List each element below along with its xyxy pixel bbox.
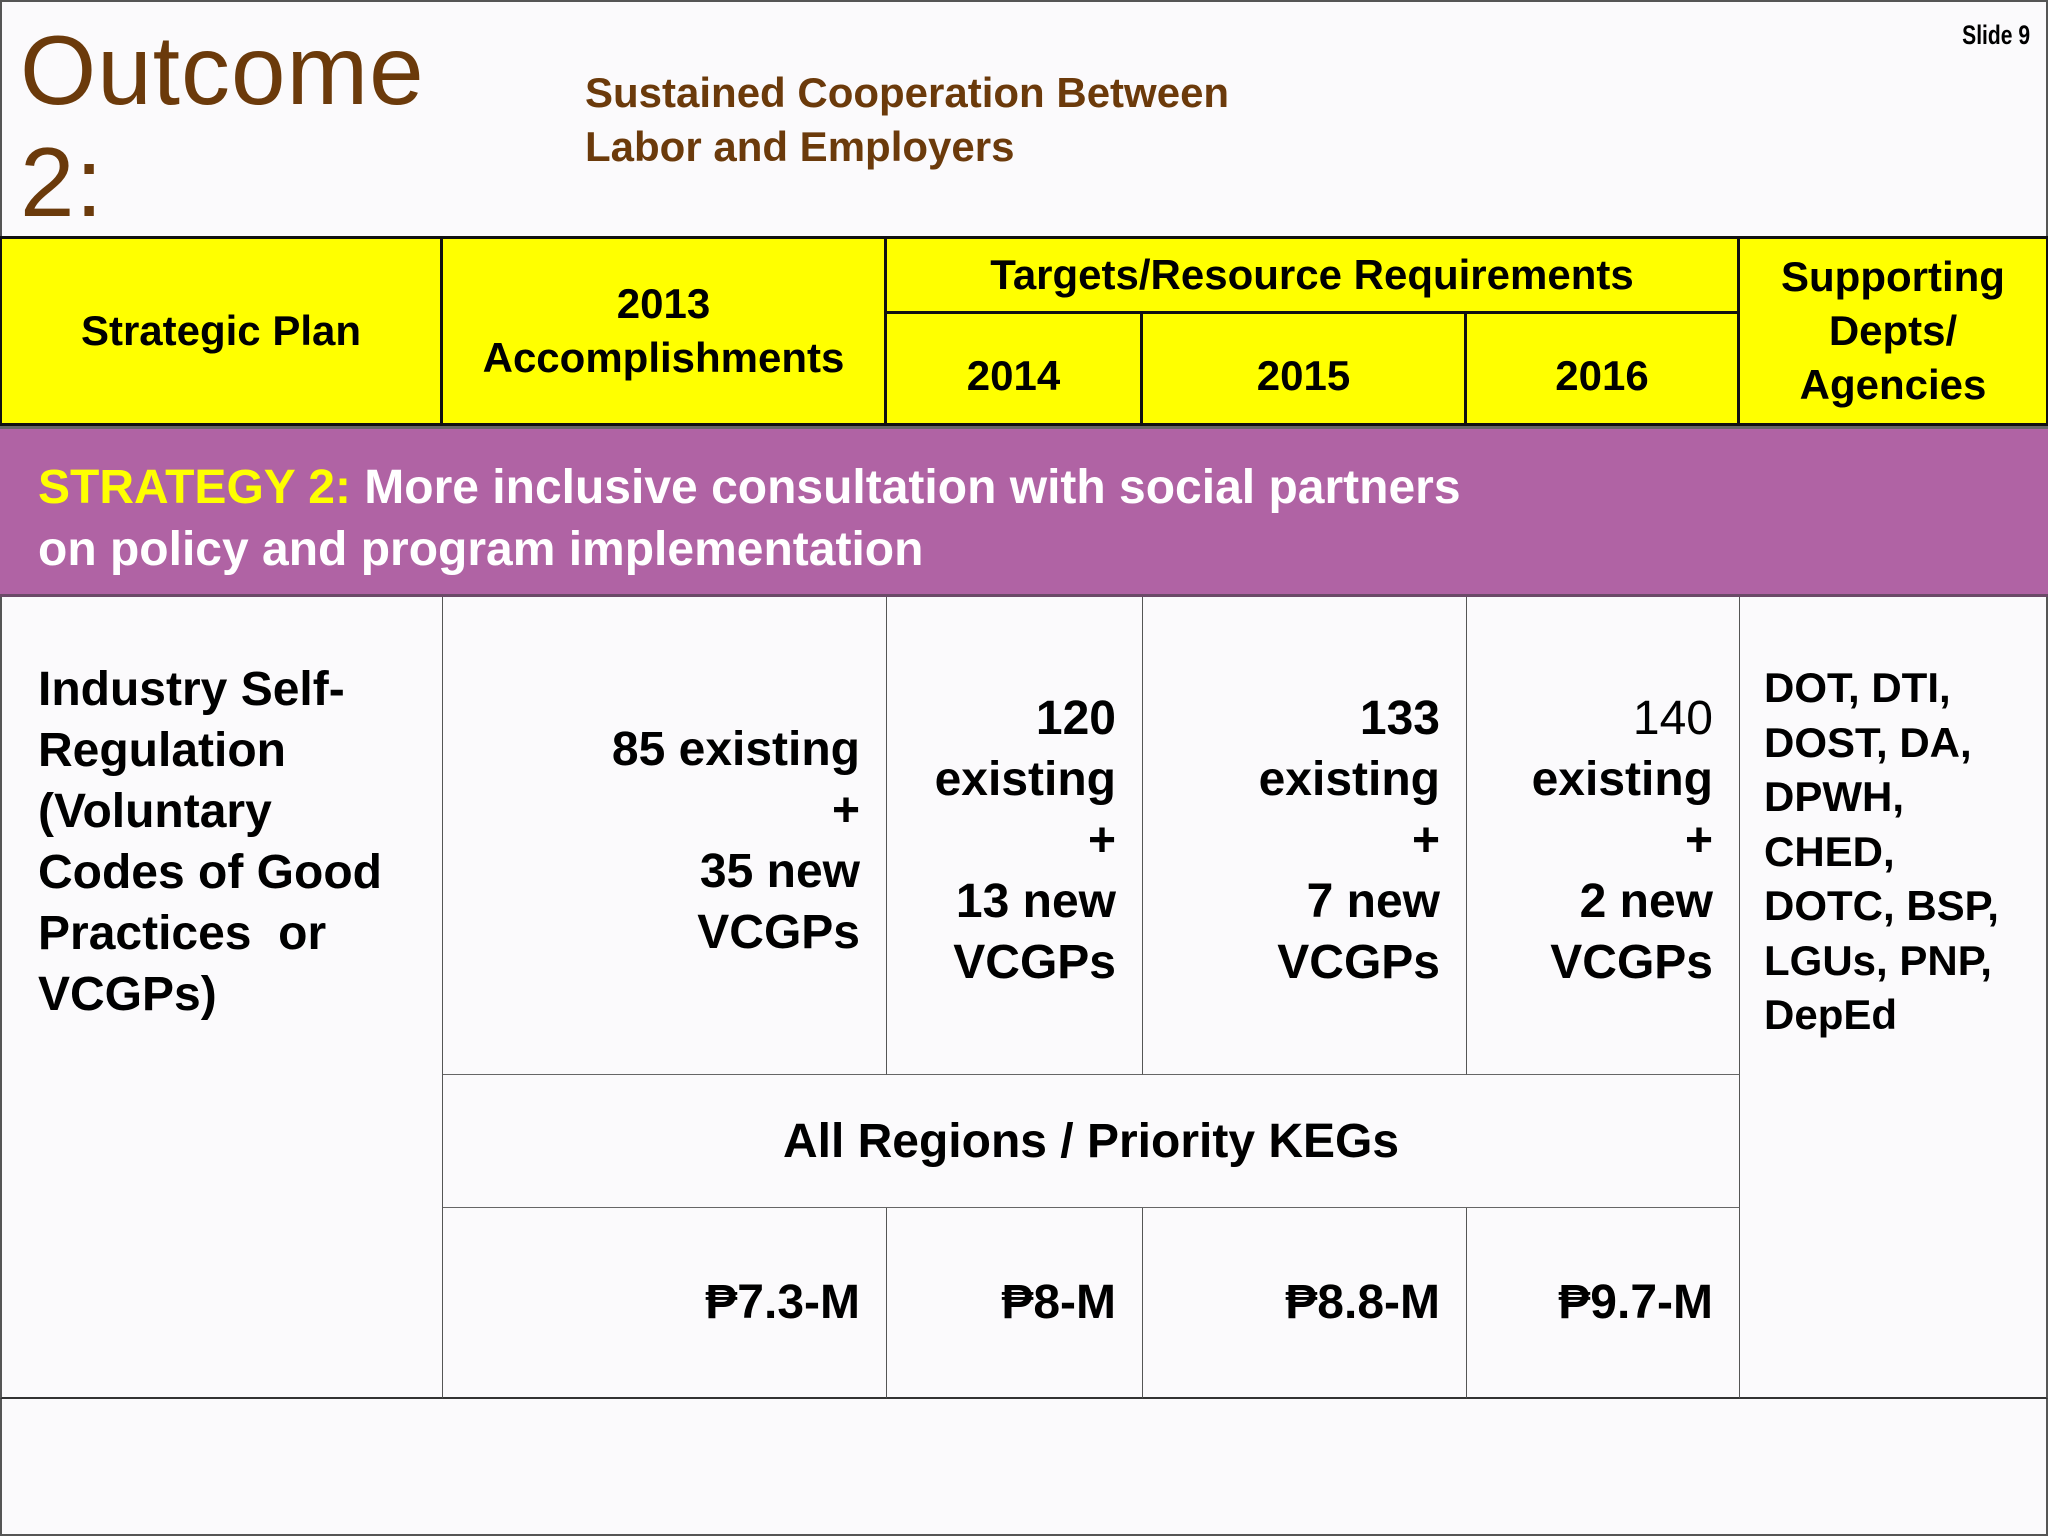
accomplishment-line: VCGPs <box>697 905 860 959</box>
target-2015-line: + <box>1411 814 1440 867</box>
strategic-plan-line: Practices or <box>38 907 327 960</box>
header-strategic-plan: Strategic Plan <box>0 239 443 426</box>
header-supporting-line-3: Agencies <box>1799 361 1987 408</box>
cell-target-2014: 120 existing + 13 new VCGPs <box>887 597 1143 1075</box>
target-2016-line: + <box>1684 814 1713 867</box>
budget-2015-value: ₱8.8-M <box>1285 1276 1440 1329</box>
agency-line: LGUs, PNP, <box>1764 936 1992 984</box>
header-supporting-line-1: Supporting <box>1781 253 2005 300</box>
subtitle-line-1: Sustained Cooperation Between <box>585 69 1230 116</box>
header-accomplishments: 2013 Accomplishments <box>443 239 887 426</box>
title-line-2: 2: <box>20 127 104 237</box>
header-2015-label: 2015 <box>1256 351 1351 399</box>
slide-title: Outcome 2: <box>20 14 440 238</box>
target-2016-line: existing <box>1531 753 1713 806</box>
header-supporting-line-2: Depts/ <box>1828 307 1958 354</box>
target-2014-line: 13 new <box>955 875 1116 928</box>
header-2014-label: 2014 <box>966 351 1061 399</box>
slide-number: Slide 9 <box>1962 20 2030 50</box>
strategic-plan-line: Codes of Good <box>38 846 382 899</box>
strategy-text-line-2: on policy and program implementation <box>38 523 924 576</box>
header-year-2014: 2014 <box>887 314 1143 426</box>
coverage-label: All Regions / Priority KEGs <box>782 1114 1400 1168</box>
target-2015-line: existing <box>1258 753 1440 806</box>
accomplishment-line: 85 existing <box>611 722 860 776</box>
strategy-text-line-1: More inclusive consultation with social … <box>364 461 1461 514</box>
cell-coverage: All Regions / Priority KEGs <box>443 1075 1740 1208</box>
header-accomplishments-year: 2013 <box>616 280 711 327</box>
target-2014-line: existing <box>934 753 1116 806</box>
agency-line: DOST, DA, <box>1764 718 1972 766</box>
budget-2016-value: ₱9.7-M <box>1558 1276 1713 1329</box>
target-2014-line: VCGPs <box>953 936 1116 989</box>
target-2016-line: 140 <box>1632 692 1713 745</box>
strategic-plan-line: (Voluntary <box>38 785 272 838</box>
strategy-text: STRATEGY 2: More inclusive consultation … <box>38 457 1461 581</box>
header-strategic-plan-label: Strategic Plan <box>80 307 362 354</box>
supporting-agencies-text: DOT, DTI, DOST, DA, DPWH, CHED, DOTC, BS… <box>1764 661 1999 1043</box>
budget-2014-value: ₱8-M <box>1001 1276 1116 1329</box>
target-2014-line: 120 <box>1035 692 1116 745</box>
agency-line: DOTC, BSP, <box>1764 882 1999 929</box>
agency-line: CHED, <box>1764 827 1895 875</box>
subtitle-line-2: Labor and Employers <box>585 123 1015 170</box>
agency-line: DepEd <box>1764 991 1898 1038</box>
cell-target-2016: 140 existing + 2 new VCGPs <box>1467 597 1740 1075</box>
header-targets-group: Targets/Resource Requirements <box>887 239 1740 314</box>
target-2015-line: 7 new <box>1306 875 1440 928</box>
accomplishment-line: + <box>831 783 860 837</box>
accomplishment-line: 35 new <box>699 844 860 898</box>
cell-budget-2016: ₱9.7-M <box>1467 1208 1740 1399</box>
header-2016-label: 2016 <box>1555 351 1649 399</box>
budget-2013-value: ₱7.3-M <box>705 1276 860 1329</box>
strategic-plan-line: Regulation <box>38 724 286 777</box>
table-top-border <box>0 236 2048 239</box>
target-2015-line: 133 <box>1359 692 1440 745</box>
header-targets-label: Targets/Resource Requirements <box>990 251 1634 298</box>
cell-target-2015: 133 existing + 7 new VCGPs <box>1143 597 1467 1075</box>
agency-line: DPWH, <box>1764 773 1904 820</box>
header-accomplishments-label: Accomplishments <box>482 334 845 381</box>
cell-budget-2015: ₱8.8-M <box>1143 1208 1467 1399</box>
target-2015-line: VCGPs <box>1277 936 1440 989</box>
header-year-2015: 2015 <box>1143 314 1467 426</box>
target-2016-line: VCGPs <box>1550 936 1713 989</box>
strategic-plan-line: Industry Self- <box>38 663 345 716</box>
header-year-2016: 2016 <box>1467 314 1740 426</box>
header-supporting-agencies: Supporting Depts/ Agencies <box>1740 239 2048 426</box>
slide-subtitle: Sustained Cooperation Between Labor and … <box>585 66 1229 174</box>
agency-line: DOT, DTI, <box>1764 664 1951 711</box>
strategy-line-1: STRATEGY 2: More inclusive consultation … <box>38 457 1461 519</box>
target-2016-line: 2 new <box>1579 875 1713 928</box>
strategic-plan-text: Industry Self- Regulation (Voluntary Cod… <box>38 659 382 1025</box>
target-2014-line: + <box>1087 814 1116 867</box>
strategy-band: STRATEGY 2: More inclusive consultation … <box>0 426 2048 597</box>
cell-supporting-agencies: DOT, DTI, DOST, DA, DPWH, CHED, DOTC, BS… <box>1740 597 2048 1399</box>
strategy-label: STRATEGY 2: <box>38 461 351 514</box>
title-line-1: Outcome <box>20 15 425 125</box>
cell-strategic-plan: Industry Self- Regulation (Voluntary Cod… <box>0 597 443 1399</box>
cell-accomplishment-2013: 85 existing + 35 new VCGPs <box>443 597 887 1075</box>
cell-budget-2013: ₱7.3-M <box>443 1208 887 1399</box>
strategic-plan-line: VCGPs) <box>38 968 217 1021</box>
cell-budget-2014: ₱8-M <box>887 1208 1143 1399</box>
